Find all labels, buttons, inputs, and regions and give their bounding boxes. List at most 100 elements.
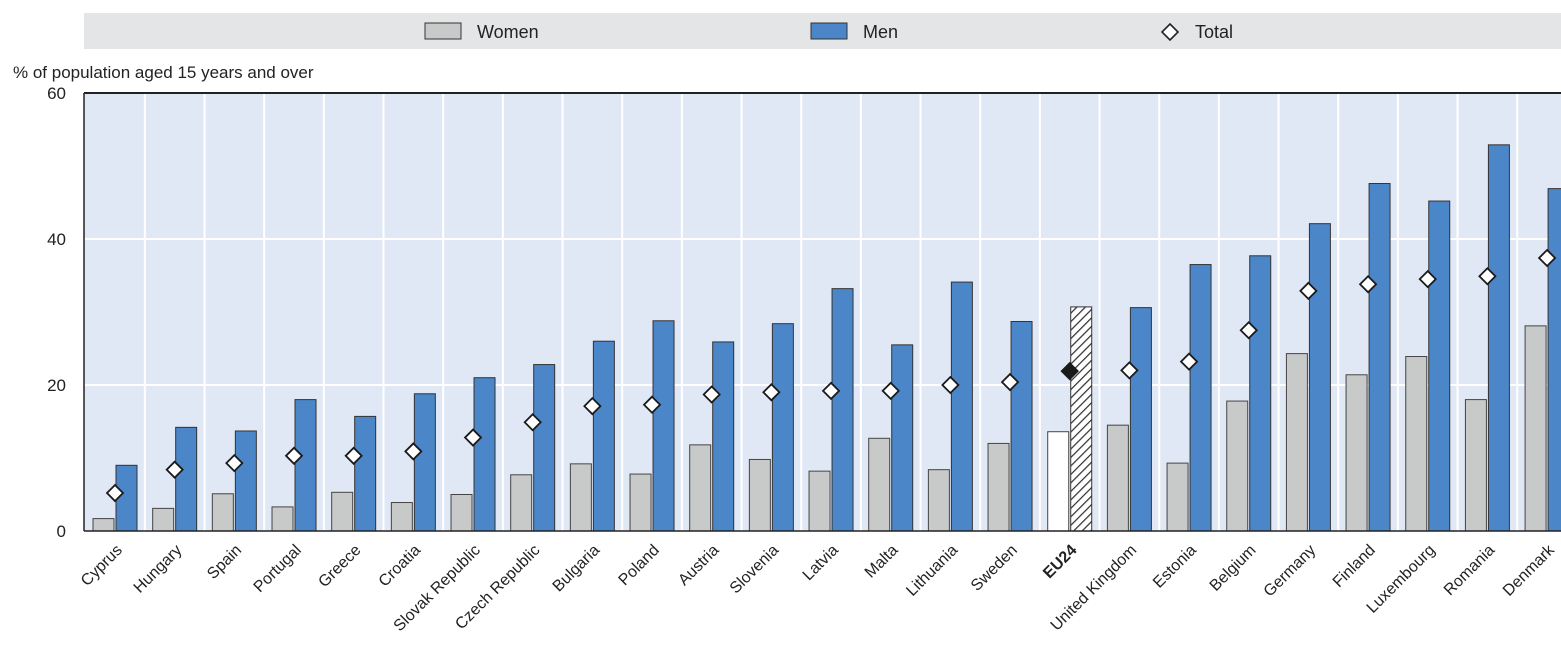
- bar-men-estonia: [1189, 264, 1212, 532]
- bar-women-czech-republic: [510, 474, 533, 532]
- bar-men-eu24: [1070, 306, 1093, 532]
- total-markers: [105, 248, 1557, 503]
- bar-women-portugal: [271, 506, 294, 532]
- marker-total-latvia: [821, 381, 841, 401]
- bar-women-finland: [1345, 374, 1368, 532]
- bar-men-denmark: [1547, 188, 1561, 532]
- bar-women-bulgaria: [569, 463, 592, 532]
- bar-women-austria: [689, 444, 712, 532]
- marker-total-greece: [344, 446, 363, 466]
- x-label-spain: Spain: [204, 542, 245, 583]
- marker-total-hungary: [165, 460, 184, 479]
- x-label-bulgaria: Bulgaria: [550, 542, 604, 596]
- x-label-hungary: Hungary: [131, 542, 186, 597]
- bar-women-sweden: [987, 442, 1010, 532]
- bar-women-slovak-republic: [450, 494, 473, 532]
- bar-men-spain: [234, 430, 257, 532]
- marker-total-portugal: [284, 446, 304, 466]
- x-label-sweden: Sweden: [968, 542, 1021, 595]
- x-label-estonia: Estonia: [1150, 542, 1200, 592]
- bar-men-poland: [652, 320, 675, 532]
- x-label-cyprus: Cyprus: [78, 542, 126, 590]
- bar-women-germany: [1285, 353, 1308, 532]
- bar-men-slovenia: [771, 323, 794, 532]
- bar-women-luxembourg: [1405, 356, 1428, 532]
- legend-swatch-women: [424, 22, 462, 40]
- marker-total-luxembourg: [1418, 269, 1438, 289]
- marker-total-bulgaria: [583, 396, 602, 416]
- marker-total-poland: [642, 395, 662, 414]
- bar-women-lithuania: [927, 469, 950, 532]
- y-axis-label: % of population aged 15 years and over: [13, 63, 314, 82]
- bar-men-bulgaria: [592, 340, 615, 532]
- marker-total-belgium: [1239, 320, 1259, 340]
- bar-women-malta: [868, 437, 891, 532]
- bar-men-czech-republic: [533, 364, 556, 532]
- marker-total-spain: [225, 453, 244, 473]
- bar-women-greece: [331, 491, 354, 532]
- marker-total-germany: [1299, 281, 1318, 301]
- bar-women-poland: [629, 473, 652, 532]
- x-label-austria: Austria: [675, 542, 722, 589]
- marker-total-estonia: [1179, 352, 1199, 371]
- bar-men-united-kingdom: [1129, 307, 1152, 532]
- x-label-slovenia: Slovenia: [727, 542, 782, 597]
- bar-men-lithuania: [950, 281, 973, 532]
- marker-total-sweden: [1000, 372, 1020, 392]
- x-label-eu24: EU24: [1040, 542, 1080, 582]
- bar-women-estonia: [1166, 462, 1189, 532]
- bar-women-united-kingdom: [1106, 424, 1129, 532]
- x-label-portugal: Portugal: [251, 542, 305, 596]
- legend-label-men: Men: [863, 22, 898, 42]
- legend-marker-total: [1160, 22, 1180, 42]
- x-label-croatia: Croatia: [376, 542, 425, 591]
- bar-men-portugal: [294, 399, 317, 532]
- marker-total-czech-republic: [523, 412, 542, 432]
- x-label-latvia: Latvia: [800, 542, 842, 584]
- bar-women-croatia: [390, 502, 413, 532]
- marker-total-lithuania: [941, 375, 960, 395]
- bar-men-malta: [891, 344, 914, 532]
- legend: Women Men Total: [84, 13, 1561, 49]
- bar-women-hungary: [152, 507, 175, 532]
- y-tick-label: 0: [57, 522, 66, 541]
- marker-total-finland: [1358, 274, 1378, 294]
- y-tick-label: 40: [47, 230, 66, 249]
- bar-men-luxembourg: [1428, 200, 1451, 532]
- legend-swatch-men: [810, 22, 848, 40]
- x-label-malta: Malta: [862, 542, 902, 582]
- bar-women-belgium: [1226, 400, 1249, 532]
- x-label-romania: Romania: [1441, 542, 1498, 599]
- y-tick-label: 60: [47, 84, 66, 103]
- x-label-finland: Finland: [1330, 542, 1379, 591]
- bar-men-finland: [1368, 183, 1391, 532]
- marker-total-denmark: [1537, 248, 1557, 268]
- gridlines: [84, 93, 1561, 531]
- bar-men-romania: [1487, 144, 1510, 532]
- x-label-greece: Greece: [315, 542, 364, 591]
- marker-total-cyprus: [105, 483, 125, 503]
- legend-label-total: Total: [1195, 22, 1233, 42]
- bar-women-romania: [1464, 399, 1487, 532]
- bar-men-greece: [354, 415, 377, 532]
- bar-women-cyprus: [92, 518, 115, 532]
- marker-total-austria: [702, 385, 721, 404]
- bar-men-sweden: [1010, 320, 1033, 532]
- bars: [92, 144, 1561, 532]
- bar-men-slovak-republic: [473, 377, 496, 532]
- x-label-belgium: Belgium: [1207, 542, 1260, 595]
- marker-total-eu24: [1060, 361, 1079, 381]
- bar-women-latvia: [808, 470, 831, 532]
- bar-men-hungary: [175, 426, 198, 532]
- marker-total-united-kingdom: [1120, 361, 1139, 380]
- marker-total-slovenia: [762, 383, 781, 402]
- x-label-lithuania: Lithuania: [903, 542, 961, 600]
- marker-total-malta: [881, 381, 900, 401]
- legend-label-women: Women: [477, 22, 539, 42]
- bar-women-spain: [211, 493, 234, 532]
- x-label-denmark: Denmark: [1500, 541, 1559, 600]
- bar-men-croatia: [413, 393, 436, 532]
- y-tick-label: 20: [47, 376, 66, 395]
- bar-women-eu24: [1047, 431, 1070, 532]
